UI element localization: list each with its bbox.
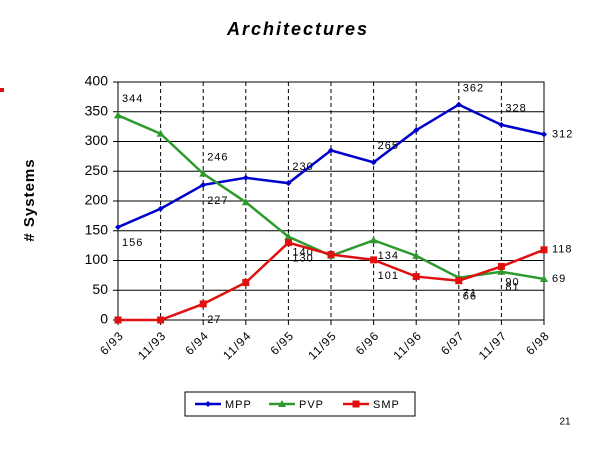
marker (497, 262, 505, 270)
marker (199, 169, 208, 177)
marker (115, 224, 121, 231)
marker (369, 236, 378, 244)
x-tick-label: 11/97 (476, 328, 510, 362)
marker (284, 239, 292, 247)
data-label: 27 (207, 314, 221, 326)
data-label: 344 (122, 93, 143, 105)
data-label: 69 (552, 273, 566, 285)
data-label: 246 (207, 152, 228, 164)
x-tick-label: 6/93 (97, 328, 126, 357)
data-label: 227 (207, 195, 228, 207)
marker (370, 256, 378, 264)
x-tick-label: 6/96 (353, 328, 382, 357)
x-tick-label: 6/97 (438, 328, 467, 357)
legend-label: PVP (299, 399, 324, 411)
slide-marker (0, 88, 4, 92)
marker (352, 400, 360, 408)
marker (156, 129, 165, 137)
marker (541, 131, 547, 138)
data-label: 101 (378, 270, 399, 282)
marker (157, 316, 165, 324)
marker (199, 300, 207, 308)
y-tick-label: 400 (85, 73, 109, 89)
y-tick-label: 50 (92, 281, 108, 297)
y-tick-label: 100 (85, 251, 109, 267)
marker (242, 174, 249, 181)
data-label: 312 (552, 128, 573, 140)
legend-label: SMP (373, 399, 400, 411)
x-tick-label: 11/94 (220, 328, 254, 362)
marker (327, 251, 335, 259)
x-tick-label: 6/95 (268, 328, 297, 357)
marker (285, 180, 292, 187)
data-label: 81 (505, 282, 519, 294)
data-label: 140 (292, 247, 313, 259)
marker (114, 316, 122, 324)
marker (284, 232, 293, 240)
marker (412, 251, 421, 259)
marker (157, 205, 164, 212)
plot-border (117, 81, 545, 321)
marker (241, 198, 250, 206)
data-label: 71 (463, 288, 477, 300)
chart-title: Architectures (226, 19, 369, 39)
data-label: 118 (552, 244, 573, 256)
x-tick-label: 11/95 (305, 328, 339, 362)
legend-label: MPP (225, 399, 252, 411)
data-label: 66 (463, 291, 477, 303)
marker (205, 401, 211, 407)
x-tick-label: 11/93 (135, 328, 169, 362)
marker (328, 147, 334, 154)
data-label: 156 (122, 237, 143, 249)
data-label: 90 (505, 276, 519, 288)
marker (278, 400, 286, 407)
marker (370, 159, 377, 166)
data-label: 230 (292, 161, 313, 173)
y-tick-label: 150 (85, 221, 109, 237)
x-tick-label: 6/94 (182, 328, 211, 357)
marker (497, 267, 506, 275)
marker (200, 181, 207, 188)
marker (455, 101, 462, 108)
page-number: 21 (559, 417, 571, 428)
x-tick-label: 11/96 (391, 328, 425, 362)
data-label: 328 (505, 103, 526, 115)
y-tick-label: 250 (85, 162, 109, 178)
y-tick-label: 200 (85, 192, 109, 208)
data-label: 362 (463, 83, 484, 95)
data-label: 130 (292, 253, 313, 265)
marker (412, 273, 420, 281)
data-label: 134 (378, 250, 399, 262)
x-tick-label: 6/98 (523, 328, 552, 357)
marker (114, 111, 122, 119)
marker (540, 274, 548, 282)
marker (242, 279, 250, 287)
y-tick-label: 0 (100, 311, 108, 327)
marker (540, 246, 548, 254)
marker (455, 277, 463, 285)
y-axis-label: # Systems (21, 158, 38, 241)
marker (413, 127, 420, 134)
legend-box (184, 391, 416, 417)
y-tick-label: 300 (85, 132, 109, 148)
data-label: 265 (378, 140, 399, 152)
marker (498, 121, 505, 128)
y-tick-label: 350 (85, 102, 109, 118)
